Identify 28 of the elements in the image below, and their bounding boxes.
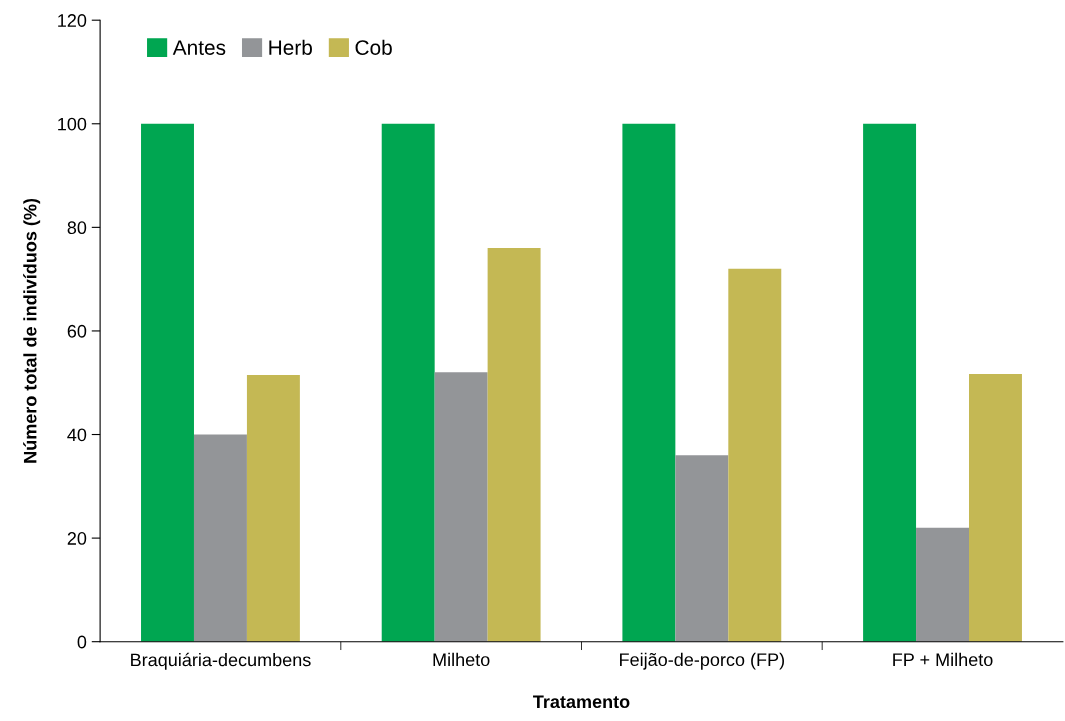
x-tick-label: Braquiária-decumbens — [131, 652, 311, 670]
bar — [381, 123, 435, 642]
bar — [916, 527, 969, 642]
bar — [246, 374, 300, 642]
y-axis-title: Número total de indivíduos (%) — [23, 198, 41, 463]
legend-label: Cob — [355, 39, 392, 55]
x-tick-label: FP + Milheto — [893, 652, 993, 667]
x-tick-label: Feijão-de-porco (FP) — [620, 652, 784, 670]
legend-label: Herb — [269, 39, 312, 55]
bar — [863, 123, 917, 642]
bar — [193, 434, 247, 642]
y-tick-label: 0 — [77, 635, 87, 649]
bar — [622, 123, 676, 642]
bar — [141, 123, 194, 642]
y-tick-label: 120 — [58, 14, 87, 27]
y-tick-label: 40 — [67, 428, 87, 442]
bar — [728, 268, 782, 642]
bar — [487, 248, 541, 642]
x-axis-title: Tratamento — [533, 695, 630, 709]
y-tick-label: 80 — [67, 221, 87, 235]
y-tick-label: 60 — [67, 324, 87, 338]
legend-label: Antes — [172, 40, 226, 55]
bar — [675, 455, 729, 642]
bar — [434, 372, 488, 642]
y-tick-label: 100 — [58, 117, 87, 131]
y-tick-label: 20 — [67, 532, 87, 545]
bar — [969, 373, 1022, 642]
x-tick-label: Milheto — [433, 652, 490, 667]
